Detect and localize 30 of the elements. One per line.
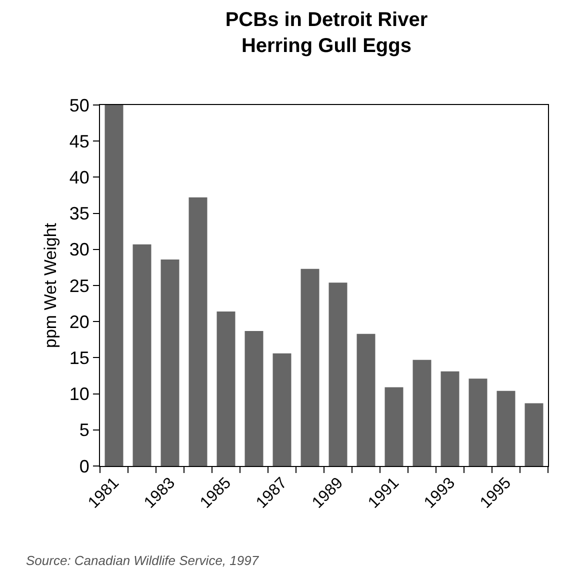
bar — [188, 197, 208, 466]
bar — [160, 260, 180, 466]
bar — [244, 330, 264, 466]
y-tick-label: 40 — [69, 168, 90, 188]
y-tick-label: 45 — [69, 131, 90, 152]
y-tick-label: 30 — [69, 240, 90, 260]
y-tick-label: 5 — [79, 420, 90, 440]
chart-title: PCBs in Detroit River Herring Gull Eggs — [225, 9, 428, 58]
bar — [468, 378, 488, 466]
y-tick-label: 15 — [69, 348, 90, 368]
bar — [496, 390, 516, 466]
bar — [412, 360, 432, 466]
source-note: Source: Canadian Wildlife Service, 1997 — [26, 553, 260, 568]
y-tick-label: 0 — [79, 456, 90, 476]
y-axis-title: ppm Wet Weight — [40, 222, 60, 348]
bar — [216, 311, 236, 466]
bar — [272, 353, 292, 466]
y-tick-label: 25 — [69, 276, 90, 296]
bar — [104, 105, 124, 466]
bar — [328, 282, 348, 466]
y-tick-label: 50 — [69, 95, 90, 116]
y-tick-label: 35 — [69, 204, 90, 224]
bar — [132, 244, 152, 466]
bar — [440, 371, 460, 466]
y-tick-label: 20 — [69, 312, 90, 332]
y-tick-label: 10 — [69, 384, 90, 404]
bar — [524, 403, 544, 466]
bar — [300, 268, 320, 466]
bar — [356, 334, 376, 466]
bar — [384, 387, 404, 466]
